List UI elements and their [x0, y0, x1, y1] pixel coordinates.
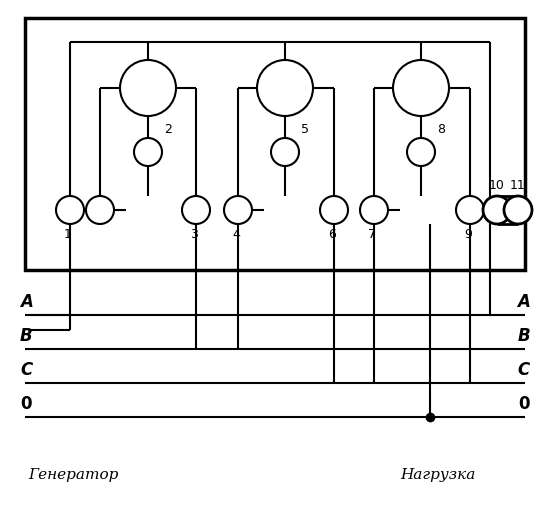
- Text: A: A: [20, 293, 33, 311]
- Text: C: C: [518, 361, 530, 379]
- Text: 9: 9: [464, 228, 472, 241]
- Text: 4: 4: [232, 228, 240, 241]
- Text: 0: 0: [20, 395, 31, 413]
- FancyBboxPatch shape: [25, 18, 525, 270]
- Circle shape: [360, 196, 388, 224]
- Text: C: C: [20, 361, 32, 379]
- Text: 8: 8: [437, 123, 445, 136]
- Text: A: A: [517, 293, 530, 311]
- Circle shape: [320, 196, 348, 224]
- Circle shape: [224, 196, 252, 224]
- Text: Нагрузка: Нагрузка: [400, 468, 475, 482]
- Text: 7: 7: [368, 228, 376, 241]
- Text: 5: 5: [301, 123, 309, 136]
- Text: 3: 3: [190, 228, 198, 241]
- Text: 0: 0: [518, 395, 530, 413]
- Circle shape: [182, 196, 210, 224]
- Circle shape: [407, 138, 435, 166]
- Circle shape: [86, 196, 114, 224]
- Circle shape: [504, 196, 532, 224]
- Text: 10: 10: [489, 179, 505, 192]
- Circle shape: [393, 60, 449, 116]
- Text: B: B: [517, 327, 530, 345]
- Text: 1: 1: [64, 228, 72, 241]
- Circle shape: [134, 138, 162, 166]
- Circle shape: [56, 196, 84, 224]
- Text: B: B: [20, 327, 33, 345]
- Circle shape: [271, 138, 299, 166]
- Text: 11: 11: [510, 179, 526, 192]
- Text: Генератор: Генератор: [28, 468, 118, 482]
- Circle shape: [257, 60, 313, 116]
- Circle shape: [483, 196, 511, 224]
- Circle shape: [120, 60, 176, 116]
- Text: 2: 2: [164, 123, 172, 136]
- Circle shape: [456, 196, 484, 224]
- Text: 6: 6: [328, 228, 336, 241]
